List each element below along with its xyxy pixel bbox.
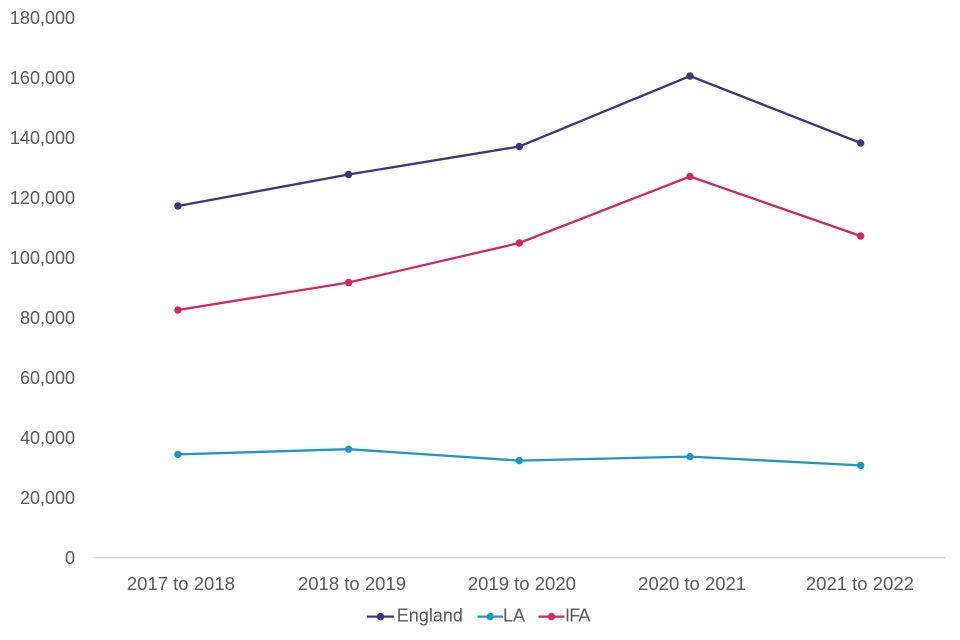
svg-text:2021 to 2022: 2021 to 2022 <box>806 573 914 594</box>
svg-text:180,000: 180,000 <box>10 8 75 28</box>
svg-text:2019 to 2020: 2019 to 2020 <box>468 573 576 594</box>
svg-text:140,000: 140,000 <box>10 128 75 148</box>
svg-text:100,000: 100,000 <box>10 248 75 268</box>
svg-text:England: England <box>397 605 463 625</box>
svg-text:2020 to 2021: 2020 to 2021 <box>638 573 746 594</box>
svg-text:2018 to 2019: 2018 to 2019 <box>298 573 406 594</box>
svg-text:60,000: 60,000 <box>20 368 75 388</box>
svg-text:LA: LA <box>503 605 525 625</box>
svg-text:160,000: 160,000 <box>10 68 75 88</box>
svg-text:20,000: 20,000 <box>20 488 75 508</box>
svg-text:2017 to 2018: 2017 to 2018 <box>127 573 235 594</box>
svg-text:0: 0 <box>65 548 75 568</box>
svg-text:120,000: 120,000 <box>10 188 75 208</box>
svg-text:IFA: IFA <box>565 605 590 625</box>
svg-text:40,000: 40,000 <box>20 428 75 448</box>
svg-text:80,000: 80,000 <box>20 308 75 328</box>
